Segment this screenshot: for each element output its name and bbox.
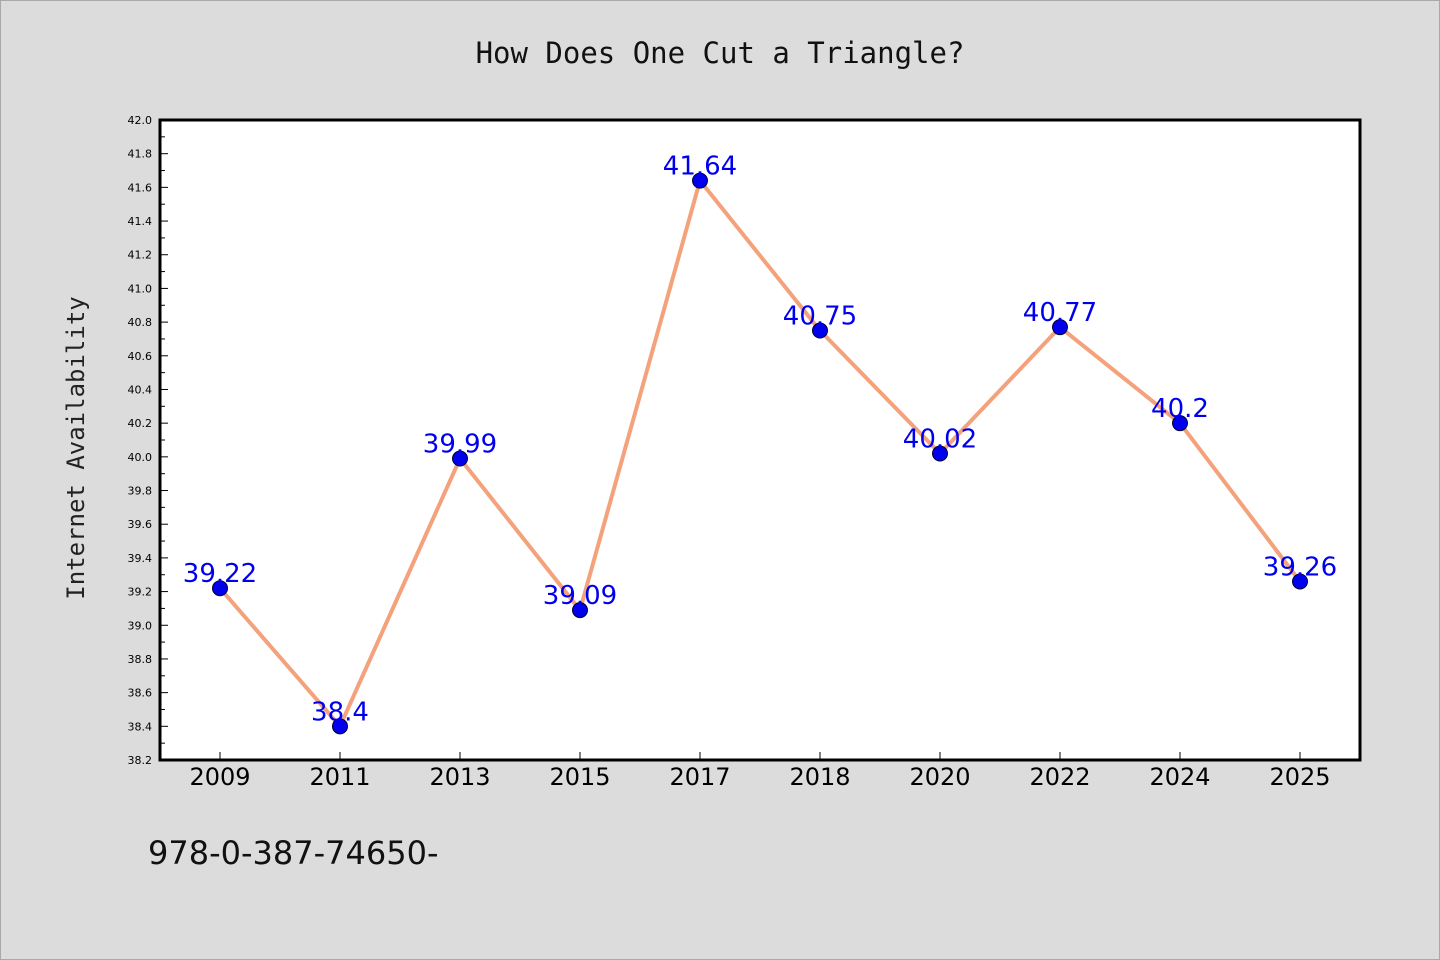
data-label: 39.09 xyxy=(543,581,617,611)
data-label: 39.26 xyxy=(1263,552,1337,582)
y-tick-label: 41.8 xyxy=(128,148,153,161)
x-axis: 2009 2011 2013 2015 2017 2018 2020 2022 2024 2025 xyxy=(189,752,1331,791)
y-tick-label: 40.6 xyxy=(128,350,153,363)
y-tick-label: 40.2 xyxy=(128,417,153,430)
y-tick-label: 38.2 xyxy=(128,754,153,767)
y-tick-label: 40.0 xyxy=(128,451,153,464)
data-point xyxy=(452,450,468,467)
y-tick-label: 41.6 xyxy=(128,181,153,194)
y-tick-label: 40.8 xyxy=(128,316,153,329)
data-label: 40.02 xyxy=(903,424,977,454)
y-axis: 38.2 38.4 38.6 38.8 39.0 39.2 39.4 39.6 39.8 40.0… xyxy=(128,114,168,767)
y-tick-label: 38.8 xyxy=(128,653,153,666)
x-tick-label: 2022 xyxy=(1029,763,1090,791)
data-point xyxy=(332,718,348,735)
footer-code: 978-0-387-74650- xyxy=(148,834,439,872)
plot-border xyxy=(158,118,1362,762)
data-label: 41.64 xyxy=(663,152,737,182)
y-axis-label: Internet Availability xyxy=(62,296,90,599)
data-label: 40.2 xyxy=(1151,394,1209,424)
data-point xyxy=(1292,573,1308,590)
y-tick-label: 42.0 xyxy=(128,114,153,127)
x-tick-label: 2015 xyxy=(549,763,610,791)
data-point xyxy=(1052,319,1068,336)
y-tick-label: 40.4 xyxy=(128,383,153,396)
y-tick-label: 39.4 xyxy=(128,552,153,565)
y-tick-label: 41.0 xyxy=(128,282,153,295)
plot-area xyxy=(160,120,1360,760)
data-label: 38.4 xyxy=(311,697,369,727)
series-markers xyxy=(212,172,1308,735)
y-tick-label: 39.6 xyxy=(128,518,153,531)
x-tick-label: 2020 xyxy=(909,763,970,791)
data-point xyxy=(932,445,948,462)
y-tick-label: 38.6 xyxy=(128,687,153,700)
data-label: 40.75 xyxy=(783,302,857,332)
data-label: 39.99 xyxy=(423,430,497,460)
series-line xyxy=(218,178,1302,729)
chart-title: How Does One Cut a Triangle? xyxy=(476,36,965,70)
x-tick-label: 2013 xyxy=(429,763,490,791)
data-labels: 39.22 38.4 39.99 39.09 41.64 40.75 40.02 40.77 4… xyxy=(183,152,1337,728)
y-tick-label: 41.2 xyxy=(128,249,153,262)
y-tick-label: 39.0 xyxy=(128,619,153,632)
x-tick-label: 2025 xyxy=(1269,763,1330,791)
y-tick-label: 39.2 xyxy=(128,586,153,599)
data-label: 39.22 xyxy=(183,559,257,589)
data-point xyxy=(212,580,228,597)
data-point xyxy=(692,172,708,189)
data-label: 40.77 xyxy=(1023,298,1097,328)
data-point xyxy=(812,322,828,339)
y-tick-label: 38.4 xyxy=(128,720,153,733)
x-tick-label: 2011 xyxy=(309,763,370,791)
data-point xyxy=(572,602,588,619)
x-tick-label: 2024 xyxy=(1149,763,1210,791)
data-point xyxy=(1172,415,1188,432)
y-tick-label: 39.8 xyxy=(128,485,153,498)
x-tick-label: 2017 xyxy=(669,763,730,791)
y-tick-label: 41.4 xyxy=(128,215,153,228)
x-tick-label: 2018 xyxy=(789,763,850,791)
x-tick-label: 2009 xyxy=(189,763,250,791)
